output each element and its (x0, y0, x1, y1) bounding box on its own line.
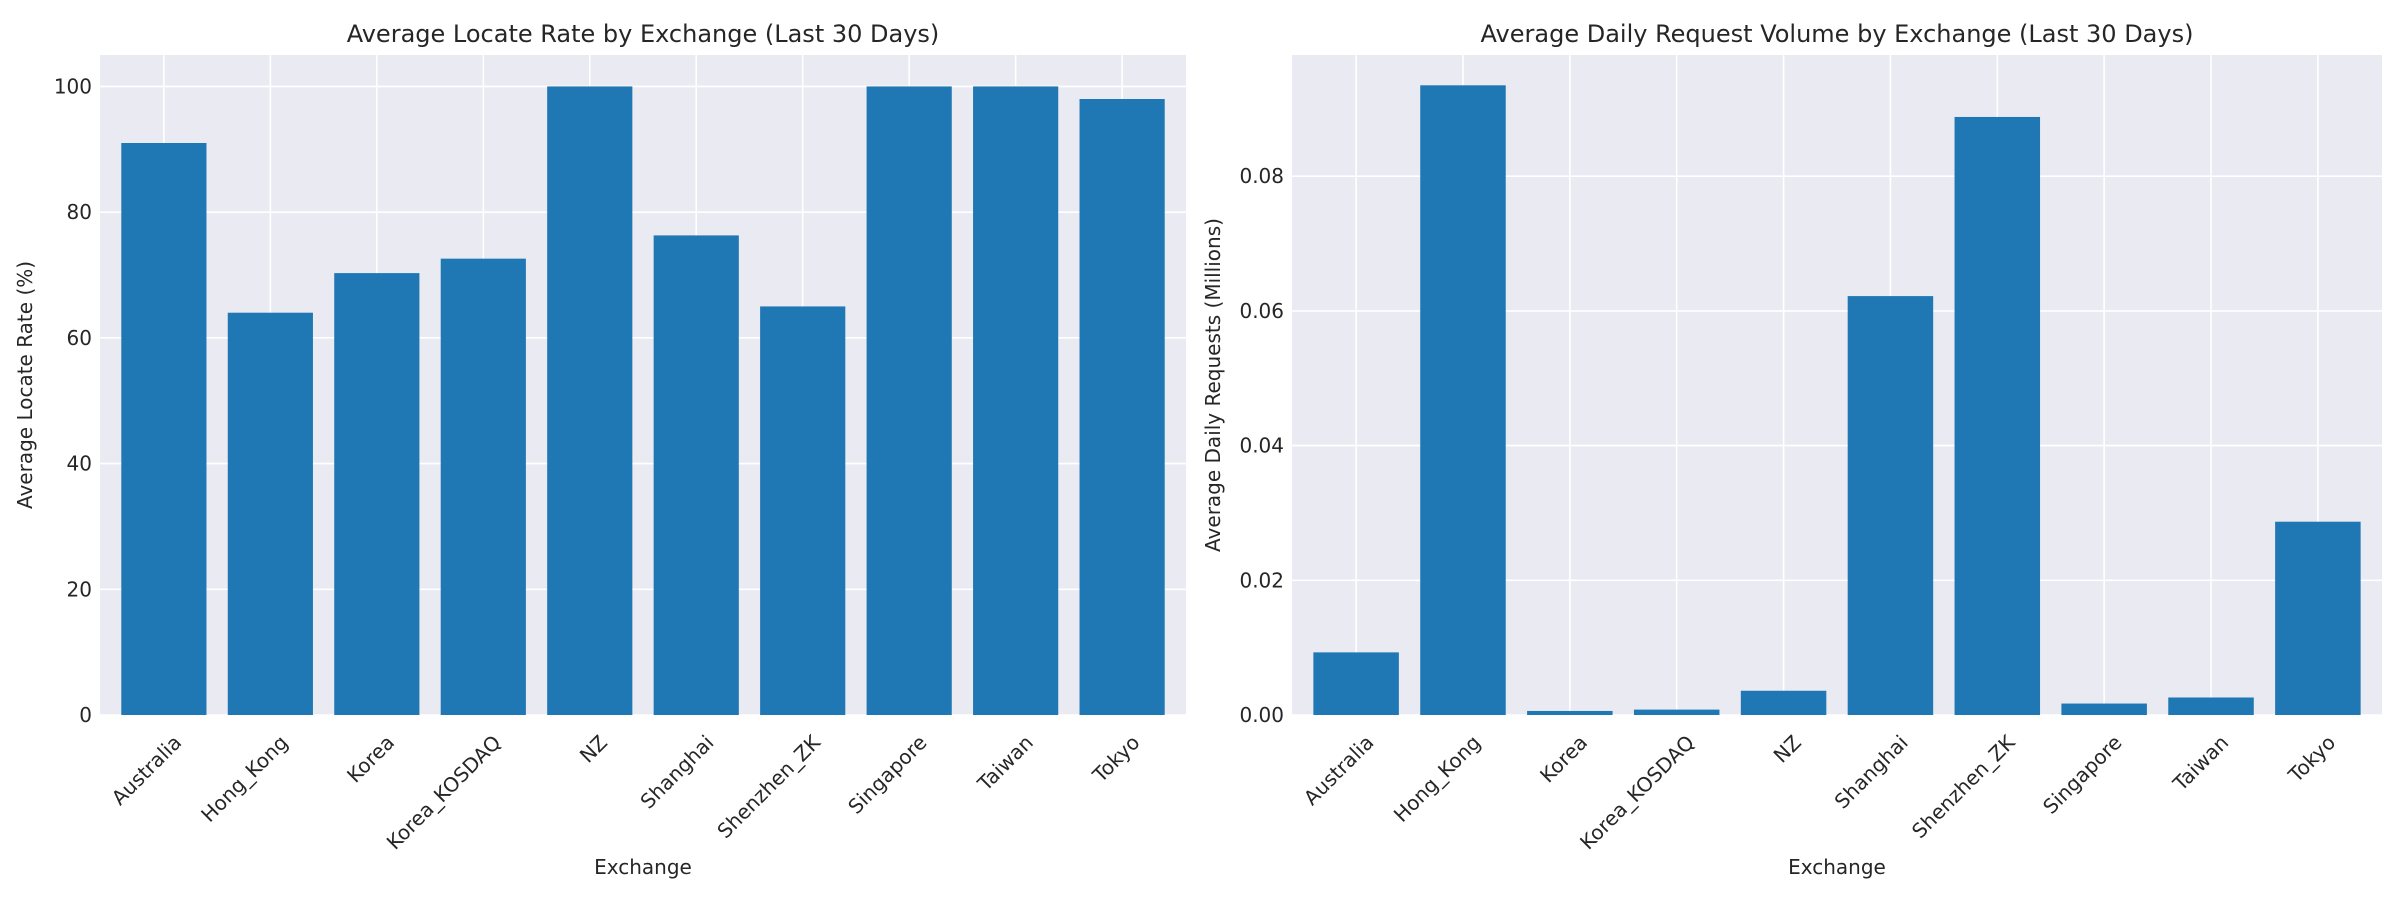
locate-rate-y-tick-label: 40 (67, 452, 92, 476)
request-volume-x-tick-label: Australia (1299, 730, 1379, 810)
locate-rate-y-tick-label: 0 (79, 703, 92, 727)
locate-rate-x-axis-label: Exchange (594, 855, 692, 879)
locate-rate-bars (121, 86, 1165, 715)
locate-rate-y-tick-label: 20 (67, 577, 92, 601)
locate-rate-bar (653, 235, 739, 715)
request-volume-bar (1527, 710, 1613, 715)
request-volume-x-tick-label: Singapore (2038, 730, 2126, 818)
request-volume-bar (2168, 697, 2254, 715)
request-volume-x-tick-label: Shanghai (1830, 730, 1913, 813)
request-volume-bar (1633, 709, 1720, 715)
locate-rate-x-tick-label: Shanghai (635, 730, 718, 813)
request-volume-y-tick-label: 0.02 (1239, 568, 1284, 592)
locate-rate-x-tick-label: Hong_Kong (196, 730, 292, 826)
locate-rate-x-tick-label: Australia (107, 730, 187, 810)
request-volume-bar (2061, 703, 2147, 715)
request-volume-bar (1313, 652, 1399, 715)
request-volume-y-ticks: 0.00 0.02 0.04 0.06 0.08 (1239, 164, 1284, 727)
locate-rate-bar (334, 273, 420, 715)
request-volume-x-tick-label: Taiwan (2168, 730, 2234, 796)
request-volume-x-tick-label: NZ (1769, 730, 1806, 767)
request-volume-y-tick-label: 0.04 (1239, 434, 1284, 458)
locate-rate-bar (227, 312, 313, 715)
request-volume-y-tick-label: 0.00 (1239, 703, 1284, 727)
request-volume-bar (2275, 521, 2361, 715)
locate-rate-x-tick-label: Taiwan (972, 730, 1038, 796)
request-volume-x-tick-label: Hong_Kong (1389, 730, 1485, 826)
locate-rate-bar (547, 86, 633, 715)
request-volume-bar (1420, 85, 1506, 715)
request-volume-bar (1740, 690, 1827, 715)
locate-rate-y-ticks: 0 20 40 60 80 100 (54, 74, 92, 727)
locate-rate-y-tick-label: 80 (67, 200, 92, 224)
request-volume-chart-title: Average Daily Request Volume by Exchange… (1481, 20, 2194, 48)
locate-rate-x-tick-label: Tokyo (1087, 730, 1144, 787)
request-volume-x-tick-label: Shenzhen_ZK (1907, 730, 2020, 843)
locate-rate-x-tick-label: Korea_KOSDAQ (382, 730, 506, 854)
locate-rate-chart-title: Average Locate Rate by Exchange (Last 30… (347, 20, 940, 48)
locate-rate-y-tick-label: 100 (54, 74, 92, 98)
locate-rate-x-tick-label: Shenzhen_ZK (712, 730, 825, 843)
request-volume-x-axis-label: Exchange (1788, 855, 1886, 879)
request-volume-bar (1954, 116, 2041, 716)
locate-rate-y-axis-label: Average Locate Rate (%) (13, 261, 37, 509)
request-volume-bar (1847, 296, 1934, 715)
request-volume-y-tick-label: 0.08 (1239, 164, 1284, 188)
locate-rate-bar (760, 306, 846, 715)
locate-rate-bar (440, 258, 526, 715)
request-volume-y-axis-label: Average Daily Requests (Millions) (1201, 218, 1225, 552)
request-volume-y-tick-label: 0.06 (1239, 299, 1284, 323)
locate-rate-y-tick-label: 60 (67, 326, 92, 350)
locate-rate-bar (866, 86, 952, 715)
locate-rate-bar (1079, 99, 1165, 715)
locate-rate-x-tick-label: Korea (342, 730, 399, 787)
request-volume-x-tick-label: Korea (1535, 730, 1592, 787)
request-volume-x-tick-label: Korea_KOSDAQ (1575, 730, 1699, 854)
locate-rate-bar (973, 86, 1059, 715)
locate-rate-x-tick-label: Singapore (843, 730, 931, 818)
locate-rate-x-tick-label: NZ (575, 730, 612, 767)
request-volume-bars (1313, 85, 2361, 716)
locate-rate-bar (121, 143, 207, 715)
request-volume-x-tick-label: Tokyo (2283, 730, 2340, 787)
